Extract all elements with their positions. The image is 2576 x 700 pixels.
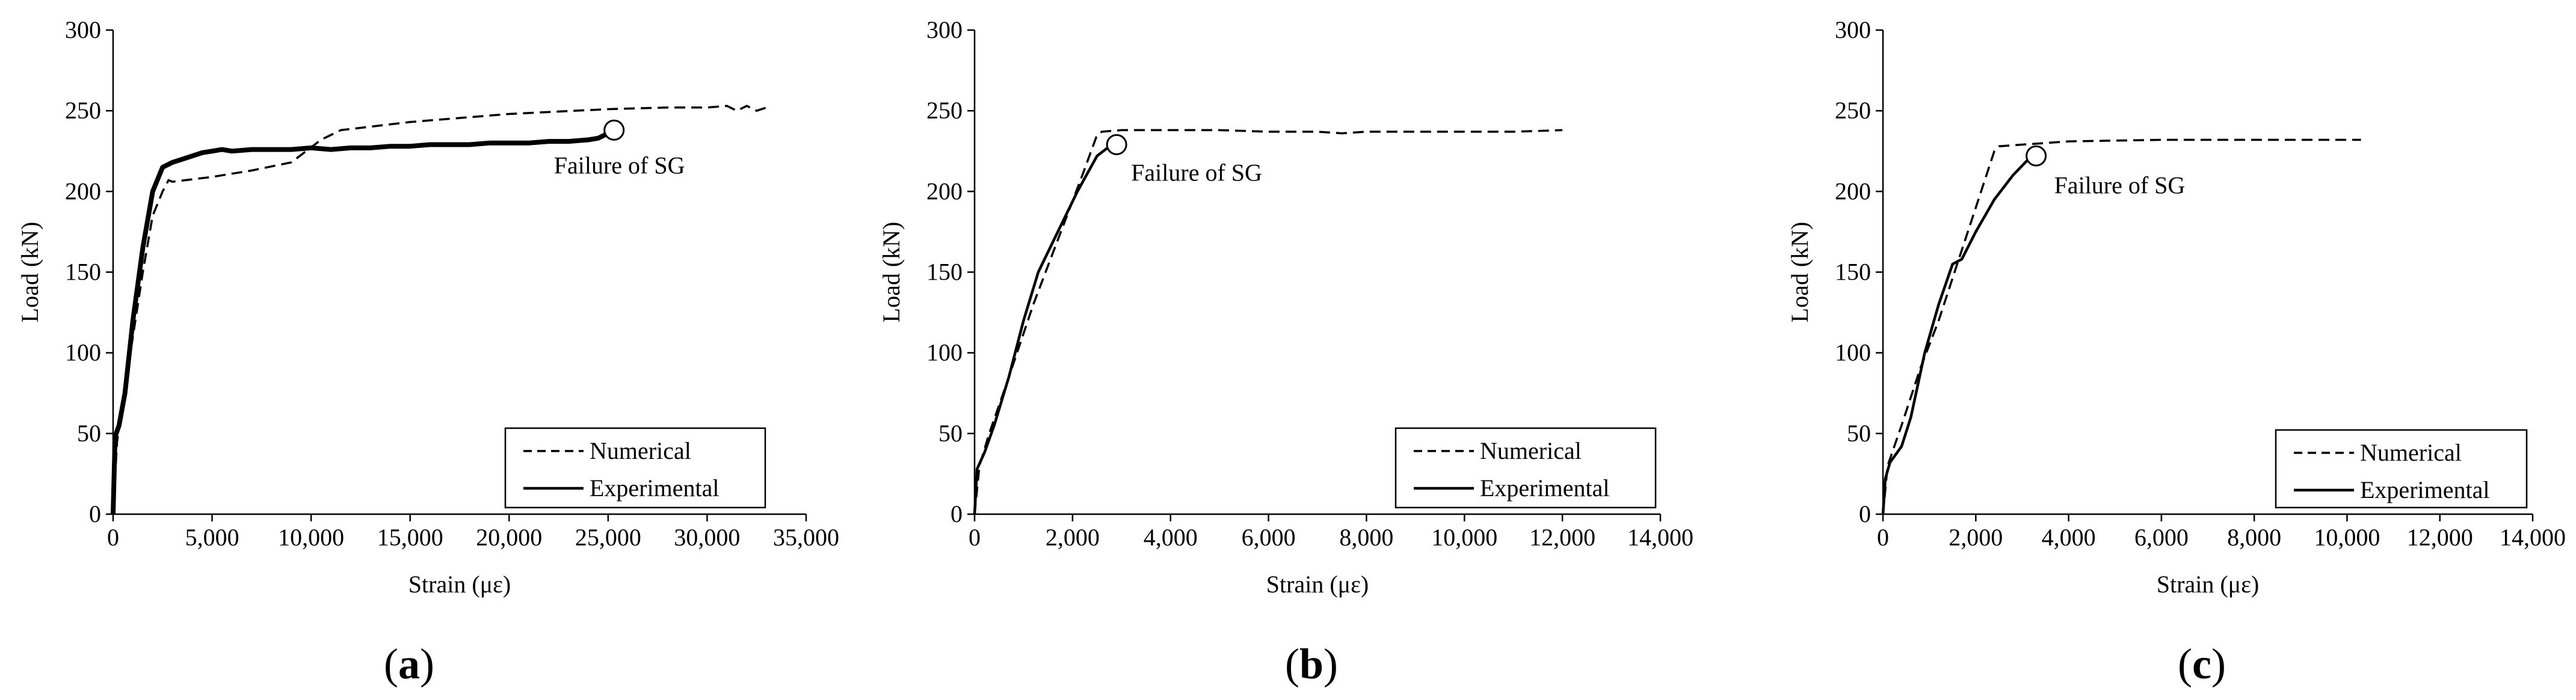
legend-box: [1394, 427, 1657, 509]
legend: Numerical Experimental: [504, 427, 766, 509]
series-line-experimental: [1881, 155, 2033, 515]
x-axis-title: Strain (με): [408, 571, 511, 598]
y-tick-label: 300: [1835, 16, 1871, 43]
y-tick-label: 300: [65, 16, 101, 43]
x-tick-label: 6,000: [2134, 524, 2189, 551]
y-tick-label: 0: [89, 500, 101, 527]
x-tick-label: 14,000: [1627, 524, 1693, 551]
chart-panel-c: 0 50 100 150 200 250 300 0 2,000 4,000 6,000 8,000 1…: [1786, 16, 2566, 688]
failure-marker: [603, 119, 625, 141]
x-tick-label: 12,000: [2407, 524, 2473, 551]
legend-box: [2275, 429, 2528, 509]
failure-marker: [1106, 134, 1127, 156]
y-tick-label: 0: [1859, 500, 1871, 527]
panel-label: (a): [384, 640, 434, 688]
x-tick-label: 5,000: [185, 524, 239, 551]
x-tick-label: 25,000: [575, 524, 641, 551]
x-tick-label: 10,000: [2314, 524, 2380, 551]
series-line-experimental: [973, 143, 1113, 515]
x-tick-label: 35,000: [773, 524, 839, 551]
x-tick-label: 4,000: [1144, 524, 1198, 551]
x-tick-label: 20,000: [476, 524, 542, 551]
legend: Numerical Experimental: [2275, 429, 2528, 509]
legend-label: Numerical: [1480, 437, 1582, 464]
y-tick-label: 200: [1835, 177, 1871, 204]
y-tick-label: 250: [1835, 97, 1871, 124]
legend: Numerical Experimental: [1394, 427, 1657, 509]
x-tick-label: 8,000: [2227, 524, 2281, 551]
panel-letter: c: [2192, 640, 2211, 688]
y-tick-label: 100: [926, 339, 963, 366]
y-axis-title: Load (kN): [16, 222, 43, 323]
legend-label: Experimental: [590, 474, 719, 502]
y-tick-label: 100: [65, 339, 101, 366]
x-tick-label: 10,000: [278, 524, 344, 551]
y-tick-label: 150: [926, 259, 963, 286]
x-tick-label: 10,000: [1431, 524, 1497, 551]
y-tick-label: 100: [1835, 339, 1871, 366]
y-tick-label: 250: [926, 97, 963, 124]
panel-label: (c): [2178, 640, 2226, 688]
failure-marker: [2026, 145, 2047, 167]
y-axis-title: Load (kN): [878, 222, 905, 323]
y-axis-title: Load (kN): [1786, 222, 1813, 323]
x-tick-label: 4,000: [2042, 524, 2096, 551]
legend-label: Numerical: [2360, 439, 2462, 466]
legend-label: Experimental: [2360, 476, 2489, 503]
y-tick-label: 150: [1835, 259, 1871, 286]
y-tick-label: 200: [65, 177, 101, 204]
x-tick-label: 2,000: [1949, 524, 2003, 551]
x-axis-title: Strain (με): [2157, 571, 2259, 598]
panel-letter: a: [398, 640, 420, 688]
chart-panel-a: 0 50 100 150 200 250 300 0 5,000 10,000 15,000 20,0…: [16, 16, 839, 688]
legend-label: Numerical: [590, 437, 691, 464]
x-tick-label: 14,000: [2500, 524, 2566, 551]
legend-label: Experimental: [1480, 474, 1609, 502]
series-line-numerical: [112, 105, 767, 515]
x-tick-label: 8,000: [1339, 524, 1393, 551]
x-tick-label: 6,000: [1242, 524, 1296, 551]
y-tick-label: 150: [65, 259, 101, 286]
panel-letter: b: [1299, 640, 1323, 688]
x-tick-label: 15,000: [377, 524, 443, 551]
y-tick-label: 50: [938, 420, 963, 447]
y-tick-label: 50: [77, 420, 101, 447]
x-tick-label: 0: [969, 524, 981, 551]
x-tick-label: 0: [107, 524, 119, 551]
x-tick-label: 30,000: [674, 524, 740, 551]
y-tick-label: 300: [926, 16, 963, 43]
panel-label: (b): [1285, 640, 1338, 688]
x-axis-title: Strain (με): [1266, 571, 1369, 598]
legend-box: [504, 427, 766, 509]
failure-annotation: Failure of SG: [1131, 159, 1262, 186]
x-tick-label: 2,000: [1046, 524, 1100, 551]
y-tick-label: 50: [1847, 420, 1871, 447]
y-tick-label: 250: [65, 97, 101, 124]
y-tick-label: 0: [951, 500, 963, 527]
series-line-numerical: [1882, 138, 2361, 515]
x-tick-label: 12,000: [1529, 524, 1595, 551]
y-tick-label: 200: [926, 177, 963, 204]
failure-annotation: Failure of SG: [2054, 171, 2186, 198]
x-tick-label: 0: [1877, 524, 1889, 551]
series-line-experimental: [111, 127, 615, 515]
chart-panel-b: 0 50 100 150 200 250 300 0 2,000 4,000 6,000 8,000 1…: [878, 16, 1693, 688]
failure-annotation: Failure of SG: [554, 152, 685, 179]
